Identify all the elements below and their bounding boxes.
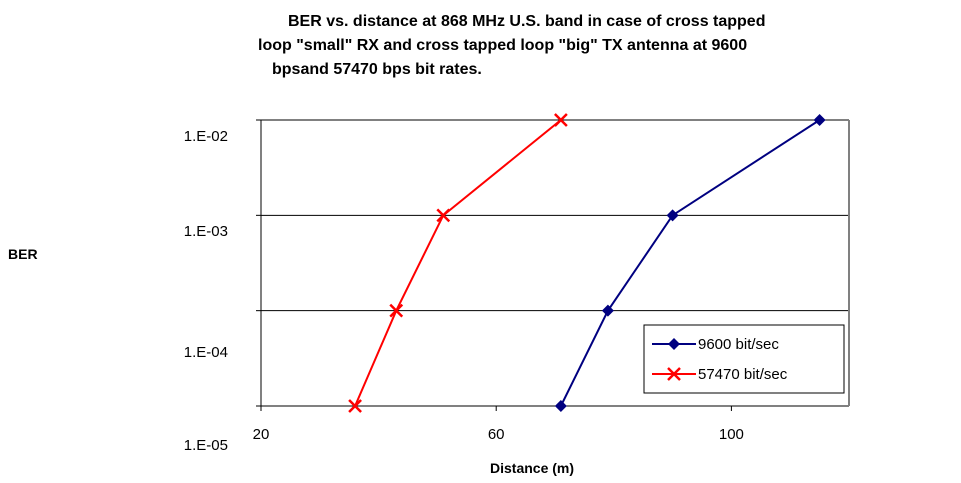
marker-stroke [667, 367, 681, 381]
chart-title-line-3: bpsand 57470 bps bit rates. [272, 61, 482, 78]
y-tick-label: 1.E-03 [184, 223, 228, 240]
data-point [348, 399, 362, 413]
legend-box [643, 324, 845, 394]
y-tick-label: 1.E-02 [184, 128, 228, 145]
data-point [813, 114, 826, 126]
y-tick-label: 1.E-05 [184, 437, 228, 454]
x-tick-label: 20 [253, 426, 270, 443]
axes [256, 119, 850, 411]
data-point [601, 304, 614, 317]
series-9600 [554, 114, 826, 412]
data-point [553, 113, 568, 127]
marker-stroke [389, 303, 404, 318]
legend-entry-label: 9600 bit/sec [698, 336, 779, 353]
marker-stroke [553, 113, 568, 127]
x-tick-label: 60 [488, 426, 505, 443]
tick-labels: 20 60 100 1.E-02 1.E-03 1.E-04 1.E-05 [184, 128, 744, 454]
marker-stroke [436, 208, 451, 223]
data-point [389, 303, 404, 318]
y-axis-label: BER [8, 246, 38, 262]
x-axis-label: Distance (m) [490, 460, 575, 476]
marker-stroke [348, 399, 362, 413]
chart-title-line-1: BER vs. distance at 868 MHz U.S. band in… [288, 13, 766, 30]
legend-marker [668, 338, 680, 350]
chart-title-line-2: loop "small" RX and cross tapped loop "b… [258, 37, 748, 54]
legend: 9600 bit/sec 57470 bit/sec [643, 324, 845, 394]
series-line [354, 119, 562, 407]
x-tick-label: 100 [719, 426, 744, 443]
series-line [559, 119, 821, 407]
data-point [666, 209, 679, 222]
legend-marker [667, 367, 681, 381]
data-point [436, 208, 451, 223]
y-tick-label: 1.E-04 [184, 344, 228, 361]
plot-series [348, 113, 826, 413]
legend-entry-label: 57470 bit/sec [698, 366, 788, 383]
chart-title: BER vs. distance at 868 MHz U.S. band in… [240, 10, 960, 82]
series-57470 [348, 113, 568, 413]
data-point [554, 400, 567, 412]
